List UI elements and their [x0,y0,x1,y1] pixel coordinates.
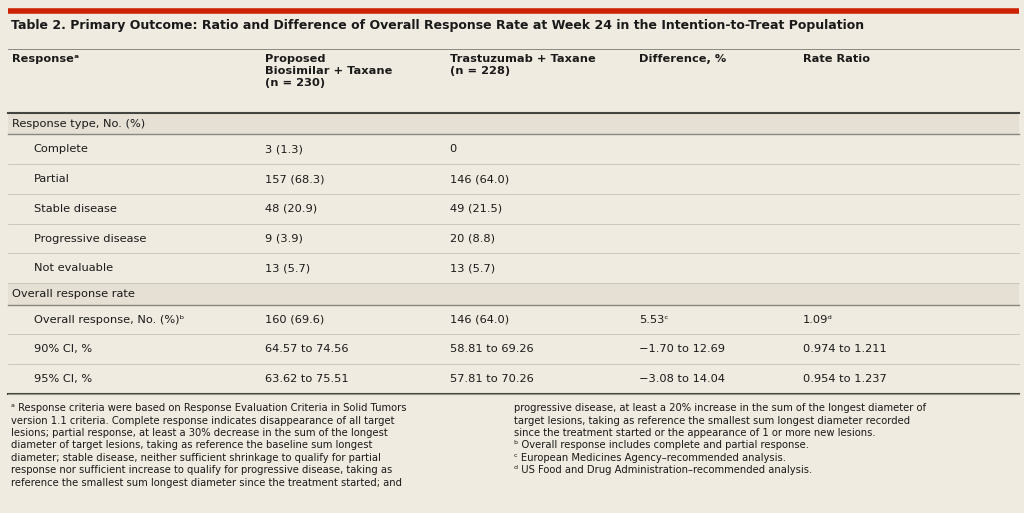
Text: Difference, %: Difference, % [639,54,726,64]
Text: Table 2. Primary Outcome: Ratio and Difference of Overall Response Rate at Week : Table 2. Primary Outcome: Ratio and Diff… [11,19,864,32]
Text: Progressive disease: Progressive disease [34,233,146,244]
Text: 0.974 to 1.211: 0.974 to 1.211 [803,344,887,354]
Text: ᵃ Response criteria were based on Response Evaluation Criteria in Solid Tumors
v: ᵃ Response criteria were based on Respon… [11,403,407,488]
Text: −3.08 to 14.04: −3.08 to 14.04 [639,374,725,384]
Text: 58.81 to 69.26: 58.81 to 69.26 [450,344,534,354]
Bar [8,113,1019,134]
Text: Overall response rate: Overall response rate [12,289,135,299]
Text: Rate Ratio: Rate Ratio [803,54,869,64]
Bar [8,283,1019,305]
Text: 48 (20.9): 48 (20.9) [265,204,317,214]
Text: 57.81 to 70.26: 57.81 to 70.26 [450,374,534,384]
Bar [8,334,1019,364]
Bar [8,134,1019,164]
Text: Overall response, No. (%)ᵇ: Overall response, No. (%)ᵇ [34,314,184,325]
Text: 20 (8.8): 20 (8.8) [450,233,495,244]
Bar [8,164,1019,194]
Text: 160 (69.6): 160 (69.6) [265,314,325,325]
Text: Not evaluable: Not evaluable [34,263,113,273]
Text: progressive disease, at least a 20% increase in the sum of the longest diameter : progressive disease, at least a 20% incr… [514,403,926,475]
Text: 0: 0 [450,144,457,154]
Text: 13 (5.7): 13 (5.7) [450,263,495,273]
Bar [8,194,1019,224]
Text: 49 (21.5): 49 (21.5) [450,204,502,214]
Text: 3 (1.3): 3 (1.3) [265,144,303,154]
Text: 5.53ᶜ: 5.53ᶜ [639,314,669,325]
Text: Trastuzumab + Taxane
(n = 228): Trastuzumab + Taxane (n = 228) [450,54,595,76]
Bar [8,305,1019,334]
Text: Responseᵃ: Responseᵃ [12,54,80,64]
Text: 146 (64.0): 146 (64.0) [450,174,509,184]
Text: Stable disease: Stable disease [34,204,117,214]
Text: 157 (68.3): 157 (68.3) [265,174,325,184]
Text: Response type, No. (%): Response type, No. (%) [12,119,145,129]
Text: 146 (64.0): 146 (64.0) [450,314,509,325]
Text: Partial: Partial [34,174,70,184]
Text: 90% CI, %: 90% CI, % [34,344,92,354]
Text: 9 (3.9): 9 (3.9) [265,233,303,244]
Bar [8,364,1019,394]
Text: 1.09ᵈ: 1.09ᵈ [803,314,833,325]
Text: 64.57 to 74.56: 64.57 to 74.56 [265,344,349,354]
Bar [8,224,1019,253]
Text: Proposed
Biosimilar + Taxane
(n = 230): Proposed Biosimilar + Taxane (n = 230) [265,54,392,88]
Text: 0.954 to 1.237: 0.954 to 1.237 [803,374,887,384]
Text: −1.70 to 12.69: −1.70 to 12.69 [639,344,725,354]
Text: 13 (5.7): 13 (5.7) [265,263,310,273]
Bar [8,253,1019,283]
Text: 95% CI, %: 95% CI, % [34,374,92,384]
Text: Complete: Complete [34,144,89,154]
Text: 63.62 to 75.51: 63.62 to 75.51 [265,374,349,384]
